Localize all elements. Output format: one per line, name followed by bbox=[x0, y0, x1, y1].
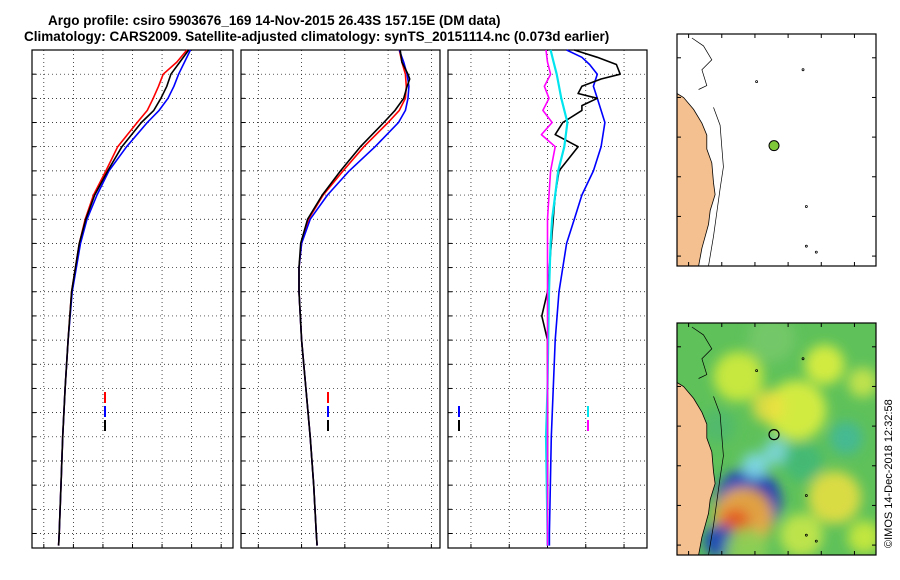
series-line-0 bbox=[548, 49, 606, 546]
land bbox=[677, 34, 716, 266]
map-area bbox=[677, 323, 876, 555]
sla-anomaly bbox=[847, 520, 876, 554]
sla-anomaly bbox=[713, 351, 764, 402]
sla-anomaly bbox=[779, 513, 823, 555]
island bbox=[755, 80, 758, 83]
land bbox=[677, 323, 716, 555]
series-line-0 bbox=[298, 49, 408, 546]
sla-anomaly bbox=[763, 438, 790, 466]
map-frame bbox=[676, 322, 877, 556]
plot-frame bbox=[240, 49, 441, 549]
island bbox=[814, 539, 818, 543]
sla-anomaly bbox=[725, 527, 769, 555]
reef-outline bbox=[691, 37, 713, 90]
series-line-3 bbox=[540, 49, 557, 546]
island bbox=[755, 369, 758, 372]
reef-outline bbox=[691, 326, 713, 379]
sla-anomaly bbox=[829, 421, 863, 455]
sla-anomaly bbox=[783, 441, 823, 482]
series-line-2 bbox=[57, 49, 190, 546]
series-line-1 bbox=[540, 49, 622, 546]
island bbox=[804, 494, 808, 497]
shelf-contour bbox=[708, 396, 724, 555]
map-frame bbox=[676, 33, 877, 267]
island bbox=[814, 250, 818, 254]
series-line-2 bbox=[544, 49, 569, 546]
series-line-2 bbox=[298, 49, 411, 546]
imos-stamp: ©IMOS 14-Dec-2018 12:32:58 bbox=[883, 399, 895, 548]
series-line-1 bbox=[57, 49, 192, 546]
title-line-2: Climatology: CARS2009. Satellite-adjuste… bbox=[24, 29, 609, 44]
sst-map-panel bbox=[676, 33, 877, 267]
sla-map-panel bbox=[676, 322, 877, 556]
island bbox=[804, 533, 808, 537]
map-area bbox=[677, 34, 818, 266]
temperature-panel bbox=[31, 49, 234, 549]
shelf-contour bbox=[708, 107, 724, 266]
difference-panel bbox=[447, 49, 648, 549]
island bbox=[804, 205, 808, 208]
island bbox=[804, 244, 808, 248]
salinity-panel bbox=[240, 49, 441, 549]
sla-anomaly bbox=[847, 367, 876, 398]
sla-anomaly bbox=[804, 344, 845, 385]
sla-anomaly bbox=[808, 470, 862, 525]
series-line-0 bbox=[57, 49, 188, 546]
sla-anomaly bbox=[748, 323, 795, 363]
title-line-1: Argo profile: csiro 5903676_169 14-Nov-2… bbox=[48, 13, 500, 28]
sla-field bbox=[701, 323, 876, 555]
island bbox=[801, 357, 805, 361]
sla-anomaly bbox=[701, 409, 736, 443]
sla-anomaly bbox=[741, 452, 769, 480]
island bbox=[801, 68, 805, 72]
series-line-1 bbox=[298, 49, 410, 546]
argo-float-marker bbox=[768, 429, 780, 441]
argo-float-marker bbox=[768, 140, 780, 152]
sla-anomaly bbox=[766, 380, 827, 441]
sla-anomaly bbox=[751, 389, 785, 423]
